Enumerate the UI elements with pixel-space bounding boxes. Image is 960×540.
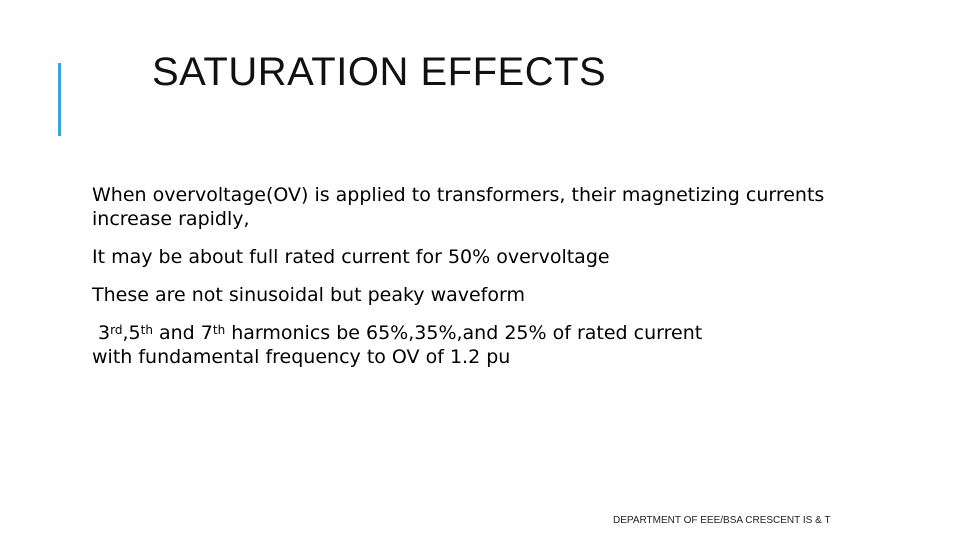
slide-footer: DEPARTMENT OF EEE/BSA CRESCENT IS & T [613, 515, 831, 526]
harmonic-5-suffix: th [140, 323, 153, 337]
harmonic-3-suffix: rd [110, 323, 123, 337]
harmonic-separator: , [122, 322, 129, 344]
harmonics-rest: harmonics be 65%,35%,and 25% of rated cu… [225, 322, 703, 344]
harmonic-3: 3 [98, 322, 111, 344]
paragraph-rated-current: It may be about full rated current for 5… [92, 246, 610, 268]
title-accent-bar [58, 63, 61, 136]
paragraph-harmonics: 3rd,5th and 7th harmonics be 65%,35%,and… [92, 321, 892, 369]
harmonic-5: 5 [128, 322, 141, 344]
paragraph-overvoltage: When overvoltage(OV) is applied to trans… [92, 184, 825, 230]
harmonics-line-1: 3rd,5th and 7th harmonics be 65%,35%,and… [92, 322, 702, 344]
harmonic-7-suffix: th [212, 323, 226, 337]
paragraph-waveform: These are not sinusoidal but peaky wavef… [92, 284, 525, 306]
harmonics-line-2: with fundamental frequency to OV of 1.2 … [92, 346, 511, 368]
slide-body: When overvoltage(OV) is applied to trans… [92, 183, 892, 383]
slide-title: SATURATION EFFECTS [152, 50, 607, 94]
harmonic-and: and [152, 322, 201, 344]
harmonic-7: 7 [200, 322, 213, 344]
